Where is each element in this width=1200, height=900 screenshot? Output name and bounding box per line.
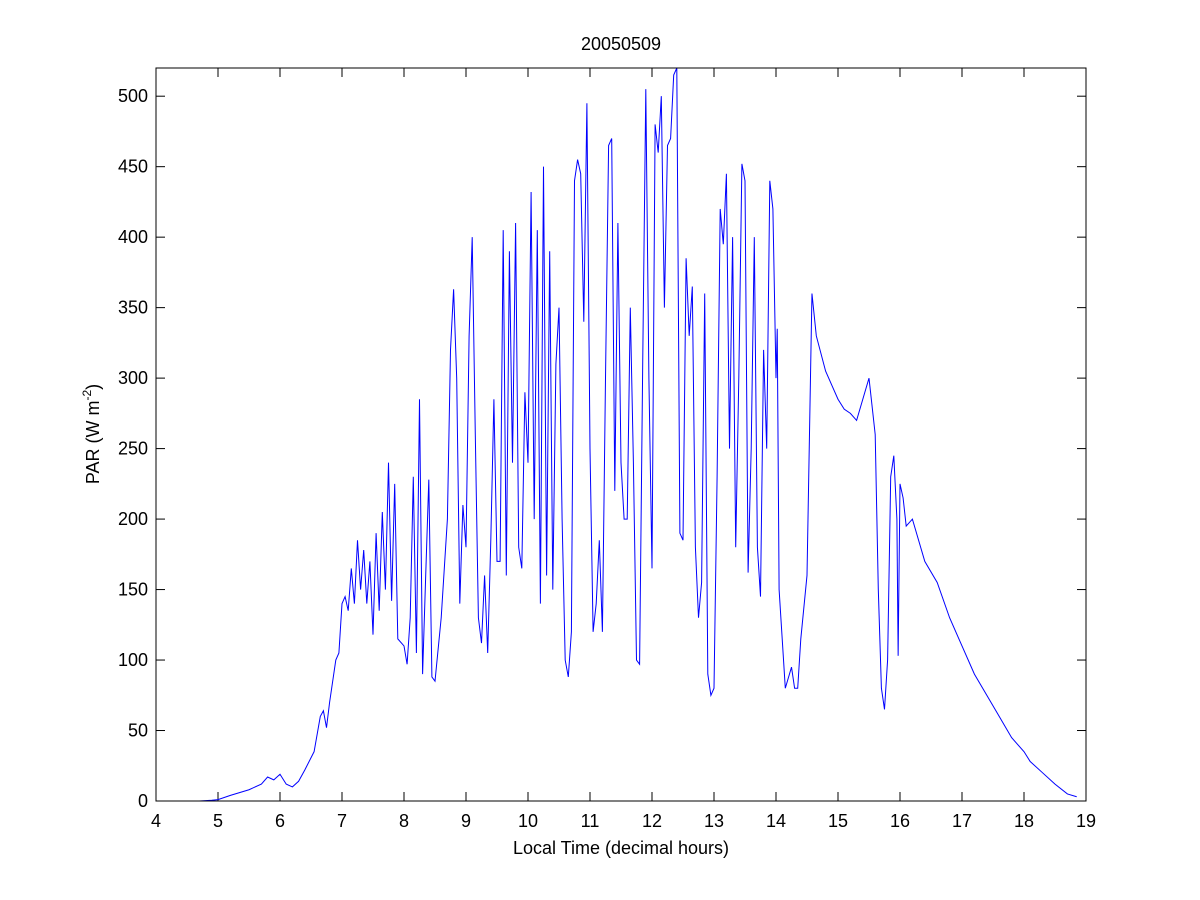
x-tick-label: 15 [828, 811, 848, 831]
y-tick-label: 500 [118, 86, 148, 106]
x-tick-label: 11 [581, 811, 600, 831]
y-tick-label: 150 [118, 580, 148, 600]
x-tick-label: 10 [518, 811, 538, 831]
y-tick-label: 50 [128, 721, 148, 741]
y-tick-label: 350 [118, 298, 148, 318]
x-tick-label: 7 [337, 811, 347, 831]
chart-title: 20050509 [581, 34, 661, 54]
x-tick-label: 6 [275, 811, 285, 831]
y-tick-label: 300 [118, 368, 148, 388]
x-tick-label: 13 [704, 811, 724, 831]
x-axis-label: Local Time (decimal hours) [513, 838, 729, 858]
y-label-sup: -2 [80, 390, 94, 401]
y-tick-label: 250 [118, 439, 148, 459]
y-tick-label: 200 [118, 509, 148, 529]
plot-frame [155, 67, 1087, 802]
y-tick-label: 100 [118, 650, 148, 670]
x-tick-label: 5 [213, 811, 223, 831]
y-axis-label: PAR (W m-2) [80, 384, 103, 484]
x-tick-label: 19 [1076, 811, 1096, 831]
x-tick-label: 12 [642, 811, 662, 831]
y-label-end: ) [83, 384, 103, 390]
y-tick-label: 0 [138, 791, 148, 811]
x-tick-label: 9 [461, 811, 471, 831]
x-tick-label: 8 [399, 811, 409, 831]
x-tick-label: 17 [952, 811, 972, 831]
y-label-main: PAR (W m [83, 401, 103, 485]
x-tick-label: 16 [890, 811, 910, 831]
x-tick-label: 14 [766, 811, 786, 831]
y-tick-label: 450 [118, 157, 148, 177]
x-tick-label: 18 [1014, 811, 1034, 831]
data-line [199, 67, 1077, 802]
x-tick-label: 4 [151, 811, 161, 831]
y-tick-label: 400 [118, 227, 148, 247]
